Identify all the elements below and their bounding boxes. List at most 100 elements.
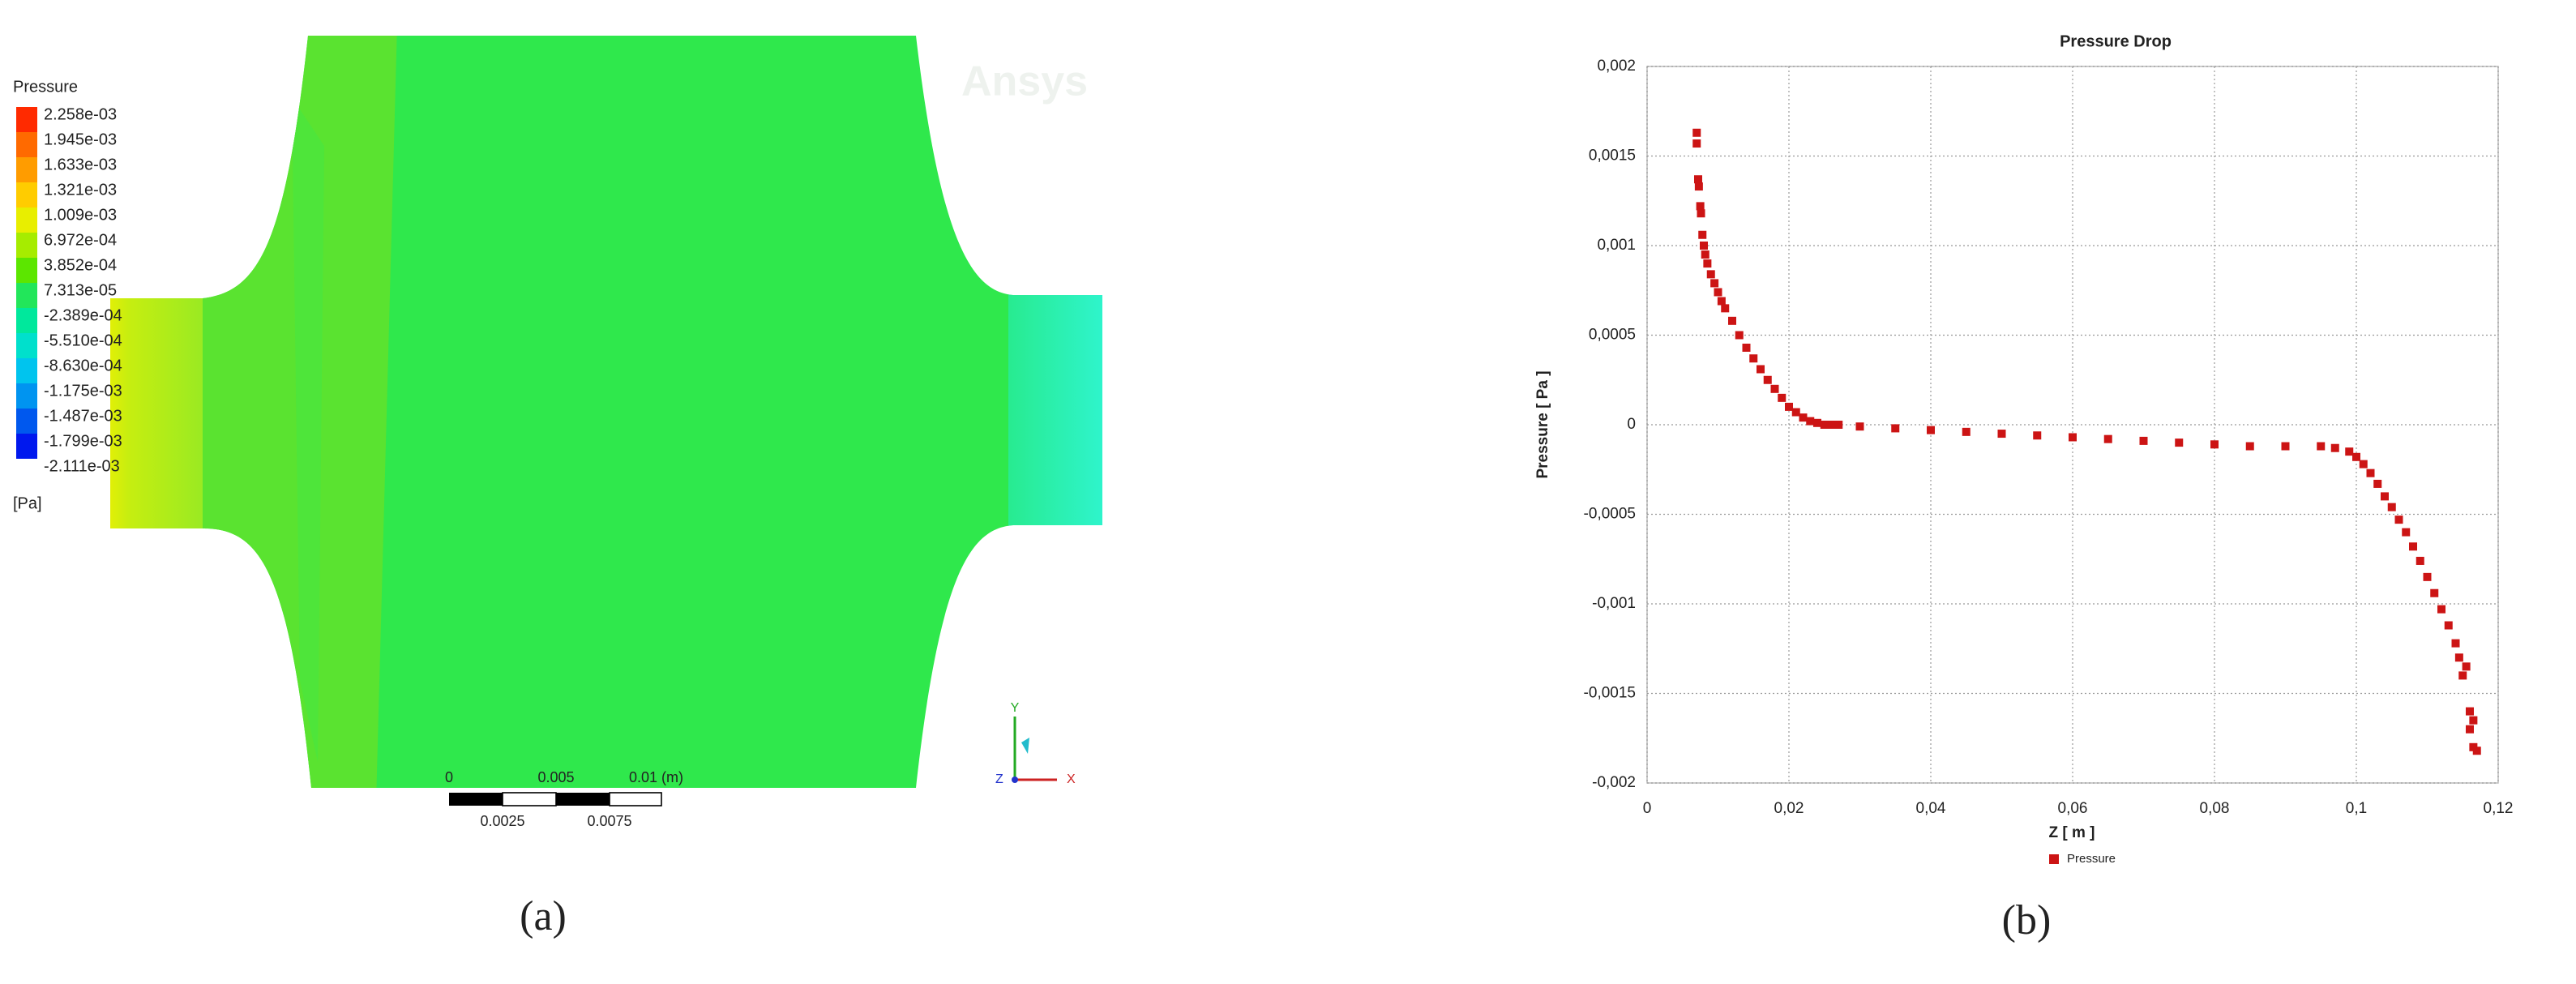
point xyxy=(1694,175,1702,184)
colorbar-label: 6.972e-04 xyxy=(44,231,117,249)
point xyxy=(2458,671,2467,680)
point xyxy=(2175,439,2184,447)
point xyxy=(2359,460,2368,468)
point xyxy=(2472,747,2481,755)
point xyxy=(1757,365,1765,374)
scale-bar: 0 0.005 0.01 (m) 0.0025 0.0075 xyxy=(445,769,683,829)
x-tick-label: 0,12 xyxy=(2484,800,2514,817)
y-tick-label: 0,0015 xyxy=(1589,148,1636,165)
point xyxy=(2402,528,2411,537)
point xyxy=(2423,572,2432,581)
point xyxy=(1742,343,1751,352)
triad-label: Z xyxy=(995,772,1003,786)
legend-label: Pressure xyxy=(2067,852,2116,866)
colorbar-block xyxy=(16,383,37,409)
scale-label: 0 xyxy=(445,769,453,785)
y-tick-label: -0,001 xyxy=(1592,595,1636,612)
point xyxy=(1697,209,1705,218)
x-axis-label: Z [ m ] xyxy=(2049,824,2095,841)
colorbar: 2.258e-03 1.945e-03 1.633e-03 1.321e-03 1.00… xyxy=(16,105,122,475)
x-tick-label: 0,02 xyxy=(1774,800,1804,817)
point xyxy=(2317,442,2326,451)
colorbar-label: -1.175e-03 xyxy=(44,382,122,400)
point xyxy=(1785,402,1793,411)
point xyxy=(2416,556,2424,565)
colorbar-block xyxy=(16,207,37,233)
contour-body xyxy=(110,36,1102,788)
point xyxy=(1714,288,1722,297)
point xyxy=(1717,297,1726,306)
point xyxy=(1962,427,1971,436)
colorbar-block xyxy=(16,434,37,459)
point xyxy=(2330,443,2339,452)
x-tick-label: 0 xyxy=(1643,800,1652,817)
point xyxy=(1706,270,1715,279)
colorbar-block xyxy=(16,233,37,258)
y-tick-label: 0 xyxy=(1627,416,1636,433)
point xyxy=(2387,503,2396,511)
point xyxy=(2466,707,2474,716)
colorbar-block xyxy=(16,308,37,333)
colorbar-label: -2.389e-04 xyxy=(44,306,122,324)
point xyxy=(2281,442,2290,451)
colorbar-block xyxy=(16,358,37,383)
y-tick-label: -0,002 xyxy=(1592,774,1636,791)
point xyxy=(2444,621,2453,630)
colorbar-block xyxy=(16,182,37,207)
colorbar-label: 1.321e-03 xyxy=(44,181,117,199)
chart-title: Pressure Drop xyxy=(2060,32,2172,50)
point xyxy=(2466,725,2474,734)
colorbar-label: 1.009e-03 xyxy=(44,206,117,224)
colorbar-label: 3.852e-04 xyxy=(44,256,117,274)
colorbar-label: 1.945e-03 xyxy=(44,130,117,148)
point xyxy=(2451,639,2460,648)
point xyxy=(1778,393,1787,402)
point xyxy=(1806,417,1815,426)
y-axis-label: Pressure [ Pa ] xyxy=(1534,370,1551,478)
caption: (a) xyxy=(520,893,567,939)
point xyxy=(1703,259,1712,268)
point xyxy=(1698,230,1707,239)
point xyxy=(1749,354,1758,363)
scale-label: 0.0075 xyxy=(587,813,631,829)
x-tick-label: 0,04 xyxy=(1916,800,1946,817)
colorbar-block xyxy=(16,132,37,157)
y-tick-label: 0,001 xyxy=(1597,237,1636,254)
point xyxy=(2345,447,2354,456)
point xyxy=(1696,202,1705,211)
point xyxy=(2373,479,2382,488)
point xyxy=(2210,440,2219,449)
point xyxy=(2437,605,2445,614)
point xyxy=(1694,182,1703,191)
point xyxy=(1799,413,1808,422)
colorbar-block xyxy=(16,157,37,182)
caption: (b) xyxy=(2002,897,2052,943)
point xyxy=(2381,492,2389,501)
point xyxy=(1827,421,1836,429)
legend-title: Pressure xyxy=(13,78,78,96)
scale-label: 0.005 xyxy=(537,769,574,785)
point xyxy=(1728,316,1736,325)
point xyxy=(2454,653,2463,662)
y-tick-label: -0,0015 xyxy=(1584,685,1636,702)
point xyxy=(2409,542,2417,551)
y-tick-label: -0,0005 xyxy=(1584,506,1636,523)
axis-triad: Y X Z xyxy=(995,701,1076,786)
point xyxy=(1692,128,1701,137)
colorbar-label: 1.633e-03 xyxy=(44,156,117,173)
watermark: Ansys xyxy=(961,58,1088,105)
point xyxy=(1710,279,1719,288)
x-tick-label: 0,1 xyxy=(2346,800,2367,817)
legend-unit: [Pa] xyxy=(13,494,42,512)
point xyxy=(2394,516,2403,524)
point xyxy=(2469,716,2478,725)
scale-label: 0.0025 xyxy=(480,813,524,829)
legend-swatch xyxy=(2049,854,2059,864)
point xyxy=(2366,468,2375,477)
point xyxy=(1891,424,1900,433)
y-tick-label: 0,0005 xyxy=(1589,327,1636,344)
point xyxy=(1763,375,1772,384)
colorbar-label: -5.510e-04 xyxy=(44,332,122,349)
point xyxy=(1791,408,1800,417)
x-tick-label: 0,08 xyxy=(2200,800,2230,817)
